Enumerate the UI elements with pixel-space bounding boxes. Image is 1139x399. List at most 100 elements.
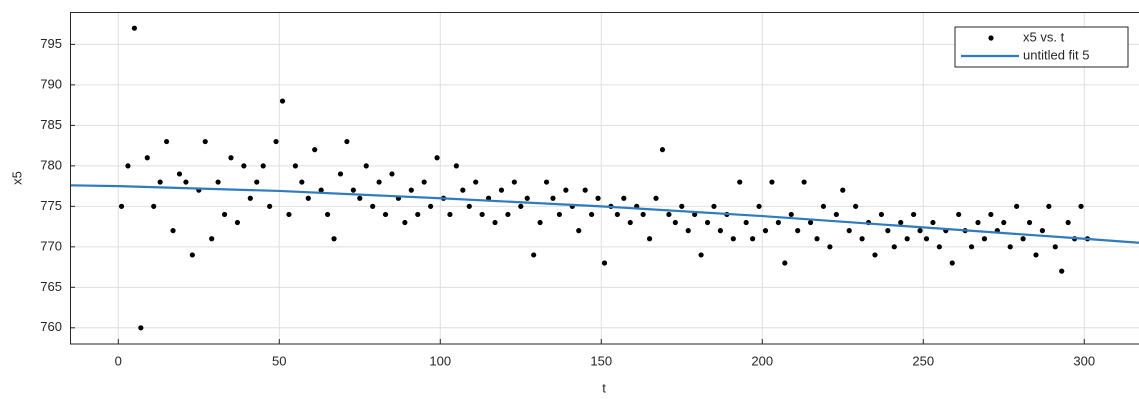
data-point [518, 203, 524, 209]
data-point [273, 138, 279, 145]
data-point [704, 219, 711, 226]
data-point [775, 219, 781, 226]
data-point [627, 219, 633, 226]
data-point [157, 179, 163, 185]
x-tick-label: 150 [590, 353, 612, 368]
data-point [189, 252, 195, 258]
data-point [679, 203, 685, 209]
data-point [563, 187, 569, 193]
data-point [975, 219, 981, 226]
data-point [357, 195, 363, 201]
data-point [1046, 203, 1052, 209]
data-point [254, 179, 260, 185]
y-tick-label: 785 [40, 117, 62, 132]
data-point [1039, 228, 1046, 234]
data-point [498, 187, 505, 193]
data-point [479, 211, 485, 218]
data-point [659, 147, 666, 153]
data-point [917, 228, 923, 234]
data-point [1033, 252, 1039, 258]
data-point [801, 179, 807, 185]
data-point [737, 179, 743, 185]
data-point [711, 203, 717, 209]
y-tick-label: 780 [40, 157, 62, 172]
data-point [312, 147, 318, 153]
y-tick-label: 760 [40, 319, 62, 334]
data-point [202, 138, 208, 145]
data-point [885, 228, 891, 234]
y-tick-label: 765 [40, 279, 62, 294]
data-point [318, 187, 324, 193]
data-point [531, 252, 537, 258]
data-point [1078, 203, 1084, 209]
data-point [956, 211, 962, 218]
data-point [898, 219, 904, 226]
data-point [640, 211, 646, 218]
data-point [981, 236, 988, 242]
data-point [814, 236, 820, 242]
x-tick-label: 50 [272, 353, 286, 368]
data-point [582, 187, 588, 193]
x-tick-label: 300 [1073, 353, 1095, 368]
data-point [762, 228, 769, 234]
data-point [614, 211, 620, 218]
legend-label: untitled fit 5 [1023, 47, 1090, 62]
data-point [428, 203, 434, 209]
series-layer [70, 25, 1139, 331]
data-point [241, 163, 247, 169]
data-point [228, 155, 234, 161]
data-point [911, 211, 917, 218]
data-point [672, 219, 678, 226]
data-point [215, 179, 221, 185]
data-point [859, 236, 865, 242]
data-point [891, 244, 897, 250]
data-point [601, 260, 608, 266]
fit-line [70, 184, 1139, 244]
data-point [447, 211, 453, 218]
data-point [299, 179, 305, 185]
data-point [1020, 236, 1026, 242]
data-point [131, 25, 137, 31]
data-point [923, 236, 930, 242]
x-tick-label: 100 [429, 353, 451, 368]
data-point [221, 211, 228, 218]
data-point [434, 155, 440, 161]
data-point [138, 325, 144, 331]
data-point [473, 179, 479, 185]
data-point [576, 228, 582, 234]
data-point [788, 211, 794, 218]
data-point [260, 163, 266, 169]
data-point [556, 211, 563, 218]
legend-label: x5 vs. t [1023, 29, 1065, 44]
data-point [460, 187, 466, 193]
data-point [370, 203, 376, 209]
data-point [415, 211, 421, 218]
legend-marker [988, 35, 994, 41]
data-point [170, 228, 176, 234]
data-point [853, 203, 859, 209]
data-point [286, 211, 292, 218]
data-point [144, 155, 150, 161]
data-point [820, 203, 827, 209]
data-point [840, 187, 846, 193]
data-point [505, 211, 511, 218]
data-point [209, 236, 215, 242]
data-point [833, 211, 839, 218]
y-tick-label: 795 [40, 36, 62, 51]
data-point [589, 211, 595, 218]
data-point [698, 252, 704, 258]
data-point [685, 228, 691, 234]
y-tick-label: 770 [40, 238, 62, 253]
data-point [717, 228, 724, 234]
x-tick-label: 200 [751, 353, 773, 368]
data-point [846, 228, 852, 234]
data-point [118, 203, 125, 209]
data-point [653, 195, 659, 201]
data-point [408, 187, 414, 193]
x-tick-label: 250 [912, 353, 934, 368]
data-point [511, 179, 517, 185]
x-axis-label: t [602, 380, 606, 395]
data-point [453, 163, 459, 169]
data-point [183, 179, 189, 185]
